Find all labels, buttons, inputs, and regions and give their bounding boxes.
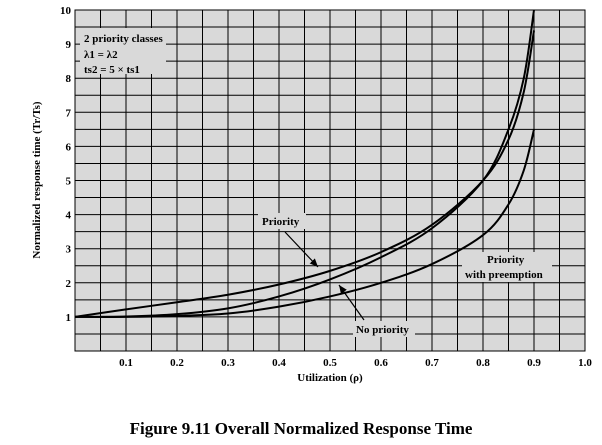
y-tick-label: 3 <box>66 244 72 256</box>
preemption-series-label-line1: Priority <box>487 254 525 266</box>
figure-caption: Figure 9.11 Overall Normalized Response … <box>129 419 473 438</box>
y-tick-label: 7 <box>66 107 72 119</box>
x-tick-label: 0.9 <box>527 357 541 369</box>
x-tick-label: 0.7 <box>425 357 439 369</box>
box-line-ts: ts2 = 5 × ts1 <box>84 64 140 76</box>
x-tick-label: 0.2 <box>170 357 184 369</box>
x-axis-label: Utilization (ρ) <box>297 372 363 384</box>
no-priority-series-label: No priority <box>356 324 409 336</box>
series-line-preemption <box>74 129 535 318</box>
y-tick-label: 1 <box>66 312 72 324</box>
y-tick-label: 2 <box>66 278 72 290</box>
x-tick-label: 0.5 <box>323 357 337 369</box>
tick-labels: 0.1 0.2 0.3 0.4 0.5 0.6 0.7 0.8 0.9 1.0 1 2 3 4 5 6 7 8 9 1… <box>60 5 592 369</box>
x-tick-label: 0.4 <box>272 357 286 369</box>
series-line-priority <box>74 30 535 318</box>
series-lines <box>74 9 535 318</box>
x-tick-label: 0.1 <box>119 357 133 369</box>
x-tick-label: 0.6 <box>374 357 388 369</box>
y-tick-label: 8 <box>66 73 72 85</box>
parameter-box: 2 priority classes λ1 = λ2 ts2 = 5 × ts1 <box>80 28 166 76</box>
x-tick-label: 0.8 <box>476 357 490 369</box>
series-line-no-priority <box>74 9 535 318</box>
x-tick-label: 0.3 <box>221 357 235 369</box>
box-line-classes: 2 priority classes <box>84 33 164 45</box>
y-tick-label: 10 <box>60 5 72 17</box>
priority-series-label: Priority <box>262 216 300 228</box>
box-line-lambda: λ1 = λ2 <box>84 49 118 61</box>
y-axis-label: Normalized response time (Tr/Ts) <box>31 101 43 258</box>
preemption-series-label-line2: with preemption <box>465 269 543 281</box>
y-tick-label: 4 <box>66 210 72 222</box>
y-tick-label: 6 <box>66 141 72 153</box>
response-time-chart: 0.1 0.2 0.3 0.4 0.5 0.6 0.7 0.8 0.9 1.0 1 2 3 4 5 6 7 8 9 1… <box>31 5 592 384</box>
y-tick-label: 9 <box>66 39 72 51</box>
x-tick-label: 1.0 <box>578 357 592 369</box>
y-tick-label: 5 <box>66 176 72 188</box>
